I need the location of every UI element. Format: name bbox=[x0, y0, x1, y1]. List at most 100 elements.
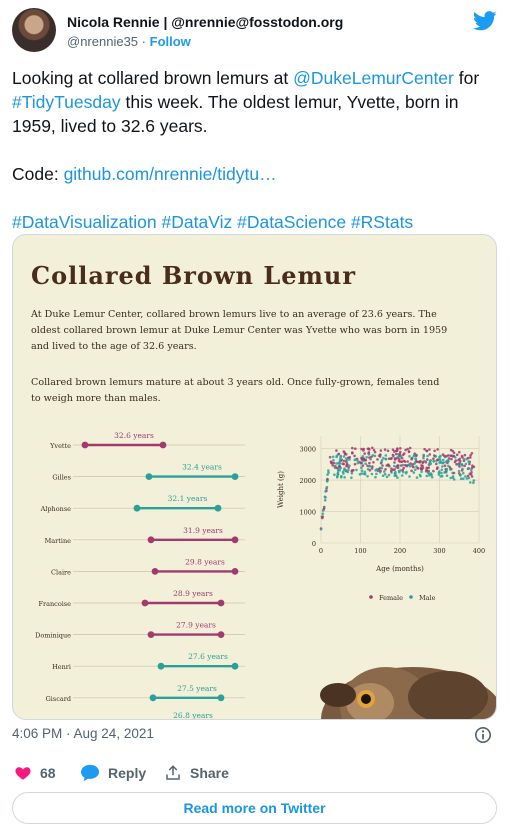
scatter-point bbox=[396, 476, 399, 479]
scatter-point bbox=[338, 458, 342, 461]
scatter-point bbox=[391, 448, 395, 451]
tweet-body: Looking at collared brown lemurs at @Duk… bbox=[12, 66, 497, 138]
scatter-point bbox=[386, 449, 390, 453]
scatter-point bbox=[462, 457, 466, 461]
share-button[interactable]: Share bbox=[164, 764, 229, 782]
scatter-point bbox=[368, 464, 371, 468]
data-label: 29.8 years bbox=[185, 557, 225, 566]
like-count: 68 bbox=[40, 765, 56, 781]
hashtag-link[interactable]: #DataViz bbox=[161, 212, 233, 232]
scatter-point bbox=[465, 477, 469, 480]
scatter-point bbox=[412, 465, 415, 469]
scatter-point bbox=[407, 450, 411, 453]
scatter-point bbox=[355, 468, 358, 472]
mention-link[interactable]: @DukeLemurCenter bbox=[293, 68, 454, 88]
data-label: 27.5 years bbox=[177, 684, 217, 693]
data-label: 32.1 years bbox=[168, 494, 208, 503]
x-tick-label: 200 bbox=[394, 547, 406, 555]
author-name[interactable]: Nicola Rennie | @nrennie@fosstodon.org bbox=[67, 14, 344, 30]
scatter-point bbox=[359, 461, 363, 465]
scatter-point bbox=[472, 479, 476, 482]
hashtag-link[interactable]: #DataVisualization bbox=[12, 212, 157, 232]
scatter-point bbox=[373, 450, 377, 454]
info-icon[interactable] bbox=[474, 726, 492, 744]
hashtag-link[interactable]: #TidyTuesday bbox=[12, 92, 121, 112]
scatter-point bbox=[437, 473, 441, 476]
dumbbell-point bbox=[141, 599, 149, 607]
tweet-media-image[interactable]: Collared Brown Lemur At Duke Lemur Cente… bbox=[12, 234, 497, 720]
scatter-point bbox=[457, 458, 460, 462]
hashtag-link[interactable]: #DataScience bbox=[237, 212, 347, 232]
scatter-point bbox=[458, 450, 461, 454]
twitter-bird-icon[interactable] bbox=[473, 10, 497, 32]
scatter-point bbox=[386, 463, 390, 467]
scatter-point bbox=[425, 474, 429, 478]
scatter-point bbox=[362, 447, 365, 451]
scatter-point bbox=[444, 471, 448, 474]
scatter-point bbox=[446, 459, 450, 463]
scatter-point bbox=[325, 480, 329, 483]
scatter-point bbox=[370, 472, 374, 476]
scatter-point bbox=[451, 449, 454, 453]
scatter-point bbox=[440, 468, 444, 472]
scatter-point bbox=[342, 472, 345, 475]
scatter-point bbox=[390, 469, 393, 473]
scatter-point bbox=[326, 473, 329, 476]
scatter-point bbox=[319, 527, 323, 531]
scatter-point bbox=[328, 455, 332, 459]
dumbbell-point bbox=[214, 504, 222, 512]
scatter-point bbox=[335, 454, 339, 458]
tick-label: Henri bbox=[52, 663, 71, 671]
scatter-point bbox=[345, 464, 349, 467]
scatter-point bbox=[452, 454, 456, 458]
avatar[interactable] bbox=[12, 8, 56, 52]
scatter-point bbox=[393, 474, 397, 477]
scatter-point bbox=[471, 464, 474, 467]
scatter-point bbox=[332, 461, 336, 465]
scatter-point bbox=[384, 457, 388, 461]
scatter-point bbox=[393, 461, 396, 464]
follow-button[interactable]: Follow bbox=[149, 34, 191, 49]
chart-title: Collared Brown Lemur bbox=[31, 261, 356, 290]
scatter-point bbox=[375, 472, 378, 476]
scatter-point bbox=[450, 457, 453, 461]
scatter-point bbox=[452, 478, 456, 481]
scatter-point bbox=[441, 461, 445, 464]
scatter-point bbox=[457, 462, 460, 466]
scatter-point bbox=[350, 470, 354, 473]
scatter-point bbox=[327, 471, 330, 474]
scatter-point bbox=[430, 475, 434, 479]
separator: · bbox=[141, 34, 146, 49]
scatter-point bbox=[350, 472, 354, 475]
scatter-point bbox=[368, 456, 371, 459]
scatter-point bbox=[323, 495, 327, 499]
y-tick-label: 3000 bbox=[299, 446, 316, 454]
scatter-point bbox=[353, 454, 356, 458]
scatter-point bbox=[408, 446, 412, 450]
like-action[interactable]: 68 bbox=[14, 764, 56, 782]
read-more-button[interactable]: Read more on Twitter bbox=[12, 792, 497, 824]
scatter-point bbox=[407, 463, 411, 467]
scatter-point bbox=[333, 465, 337, 468]
author-handle[interactable]: @nrennie35 bbox=[67, 34, 139, 49]
legend-swatch-male bbox=[409, 595, 413, 599]
scatter-point bbox=[412, 471, 416, 474]
code-link[interactable]: github.com/nrennie/tidytu… bbox=[63, 164, 277, 184]
scatter-point bbox=[427, 466, 430, 469]
scatter-point bbox=[419, 459, 422, 463]
data-label: 27.6 years bbox=[188, 652, 228, 661]
reply-button[interactable]: Reply bbox=[80, 764, 146, 782]
scatter-point bbox=[413, 461, 417, 464]
scatter-point bbox=[425, 466, 429, 470]
scatter-point bbox=[404, 472, 408, 475]
text-part: for bbox=[453, 68, 480, 88]
scatter-point bbox=[353, 462, 357, 466]
data-label: 32.6 years bbox=[114, 431, 154, 440]
x-tick-label: 300 bbox=[433, 547, 445, 555]
tweet-timestamp[interactable]: 4:06 PM · Aug 24, 2021 bbox=[12, 726, 154, 741]
scatter-point bbox=[332, 458, 335, 462]
reply-label: Reply bbox=[108, 765, 147, 781]
scatter-point bbox=[406, 460, 409, 463]
hashtag-link[interactable]: #RStats bbox=[350, 212, 414, 232]
scatter-point bbox=[410, 457, 413, 461]
